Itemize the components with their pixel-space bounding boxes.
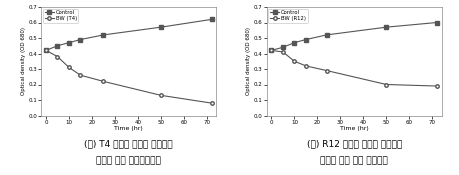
Control: [280, 46, 285, 48]
Legend: Control, BW (T4): Control, BW (T4): [43, 9, 78, 23]
Control: [323, 34, 329, 36]
Y-axis label: Optical density (OD 680): Optical density (OD 680): [21, 27, 26, 95]
Control: [302, 38, 308, 41]
Control: [158, 26, 163, 28]
BW (T4): [101, 80, 106, 82]
BW (R12): [268, 49, 274, 51]
BW (R12): [433, 85, 439, 87]
BW (R12): [383, 83, 388, 86]
Control: [66, 42, 72, 44]
Y-axis label: Optical density (OD 680): Optical density (OD 680): [246, 27, 251, 95]
X-axis label: Time (hr): Time (hr): [339, 126, 368, 131]
Line: BW (R12): BW (R12): [269, 49, 438, 88]
BW (R12): [323, 69, 329, 72]
Line: BW (T4): BW (T4): [44, 49, 213, 105]
Text: (가) T4 배양액 증류수 분획층을: (가) T4 배양액 증류수 분획층을: [84, 139, 173, 148]
Line: Control: Control: [44, 18, 213, 52]
Control: [55, 45, 60, 47]
Control: [433, 22, 439, 24]
BW (R12): [302, 65, 308, 67]
Control: [291, 42, 297, 44]
BW (R12): [291, 60, 297, 62]
BW (T4): [158, 94, 163, 96]
Control: [78, 38, 83, 41]
Text: (나) R12 배양액 증류수 분획층을: (나) R12 배양액 증류수 분획층을: [306, 139, 401, 148]
Text: 이용한 조류 제어성능검증: 이용한 조류 제어성능검증: [96, 157, 161, 166]
Line: Control: Control: [269, 21, 438, 52]
Text: 이용한 조류 제어 성능검증: 이용한 조류 제어 성능검증: [319, 157, 387, 166]
Legend: Control, BW (R12): Control, BW (R12): [268, 9, 307, 23]
BW (T4): [66, 66, 72, 68]
Control: [43, 49, 49, 51]
BW (T4): [43, 49, 49, 51]
Control: [208, 18, 214, 20]
Control: [268, 49, 274, 51]
BW (T4): [78, 74, 83, 76]
BW (T4): [208, 102, 214, 104]
Control: [383, 26, 388, 28]
Control: [101, 34, 106, 36]
X-axis label: Time (hr): Time (hr): [114, 126, 143, 131]
BW (R12): [280, 51, 285, 53]
BW (T4): [55, 55, 60, 58]
